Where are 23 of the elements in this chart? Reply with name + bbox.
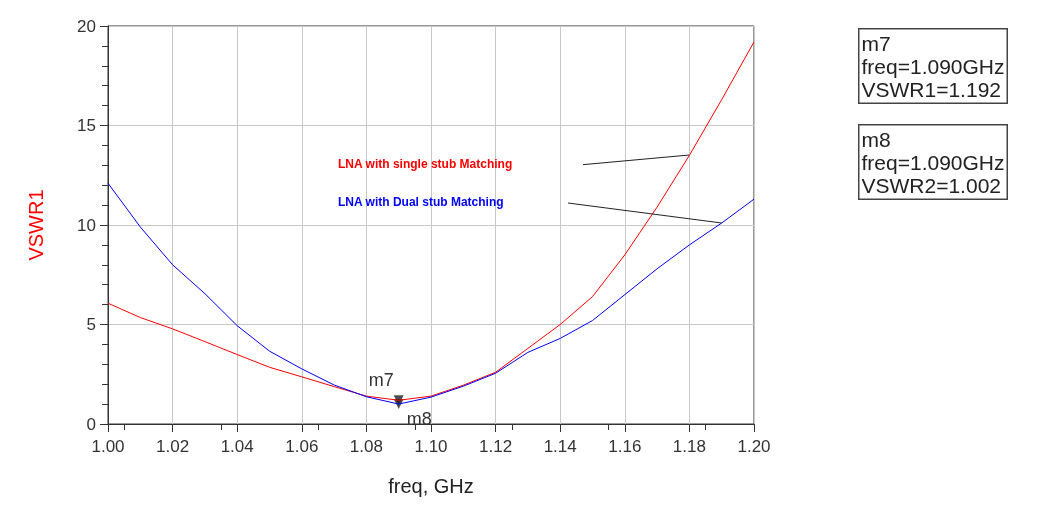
text: LNA with Dual stub Matching	[338, 195, 504, 209]
x-tick-label: 1.02	[156, 437, 190, 456]
y-tick-label: 20	[77, 16, 96, 36]
x-axis-title: freq, GHz	[388, 475, 474, 497]
text: m7 freq=1.090GHz VSWR1=1.192	[861, 31, 1005, 101]
x-tick-label: 1.04	[220, 437, 254, 456]
x-tick-label: 1.12	[479, 437, 513, 456]
x-tick-label: 1.10	[414, 437, 448, 456]
x-tick-label: 1.18	[672, 437, 706, 456]
x-tick-label: 1.20	[737, 437, 771, 456]
x-tick-label: 1.00	[91, 437, 125, 456]
x-tick-label: 1.08	[349, 437, 383, 456]
y-tick-label: 5	[86, 315, 96, 334]
y-tick-label: 0	[86, 414, 96, 434]
y-tick-label: 15	[77, 116, 96, 135]
annotation: m7	[368, 370, 394, 391]
x-tick-label: 1.14	[543, 437, 577, 456]
y-axis-title: VSWR1	[25, 189, 47, 261]
x-tick-label: 1.06	[285, 437, 319, 456]
text: LNA with single stub Matching	[338, 157, 513, 171]
y-tick-label: 10	[77, 215, 96, 235]
text: m8 freq=1.090GHz VSWR2=1.002	[861, 127, 1005, 197]
x-tick-label: 1.16	[608, 437, 642, 456]
